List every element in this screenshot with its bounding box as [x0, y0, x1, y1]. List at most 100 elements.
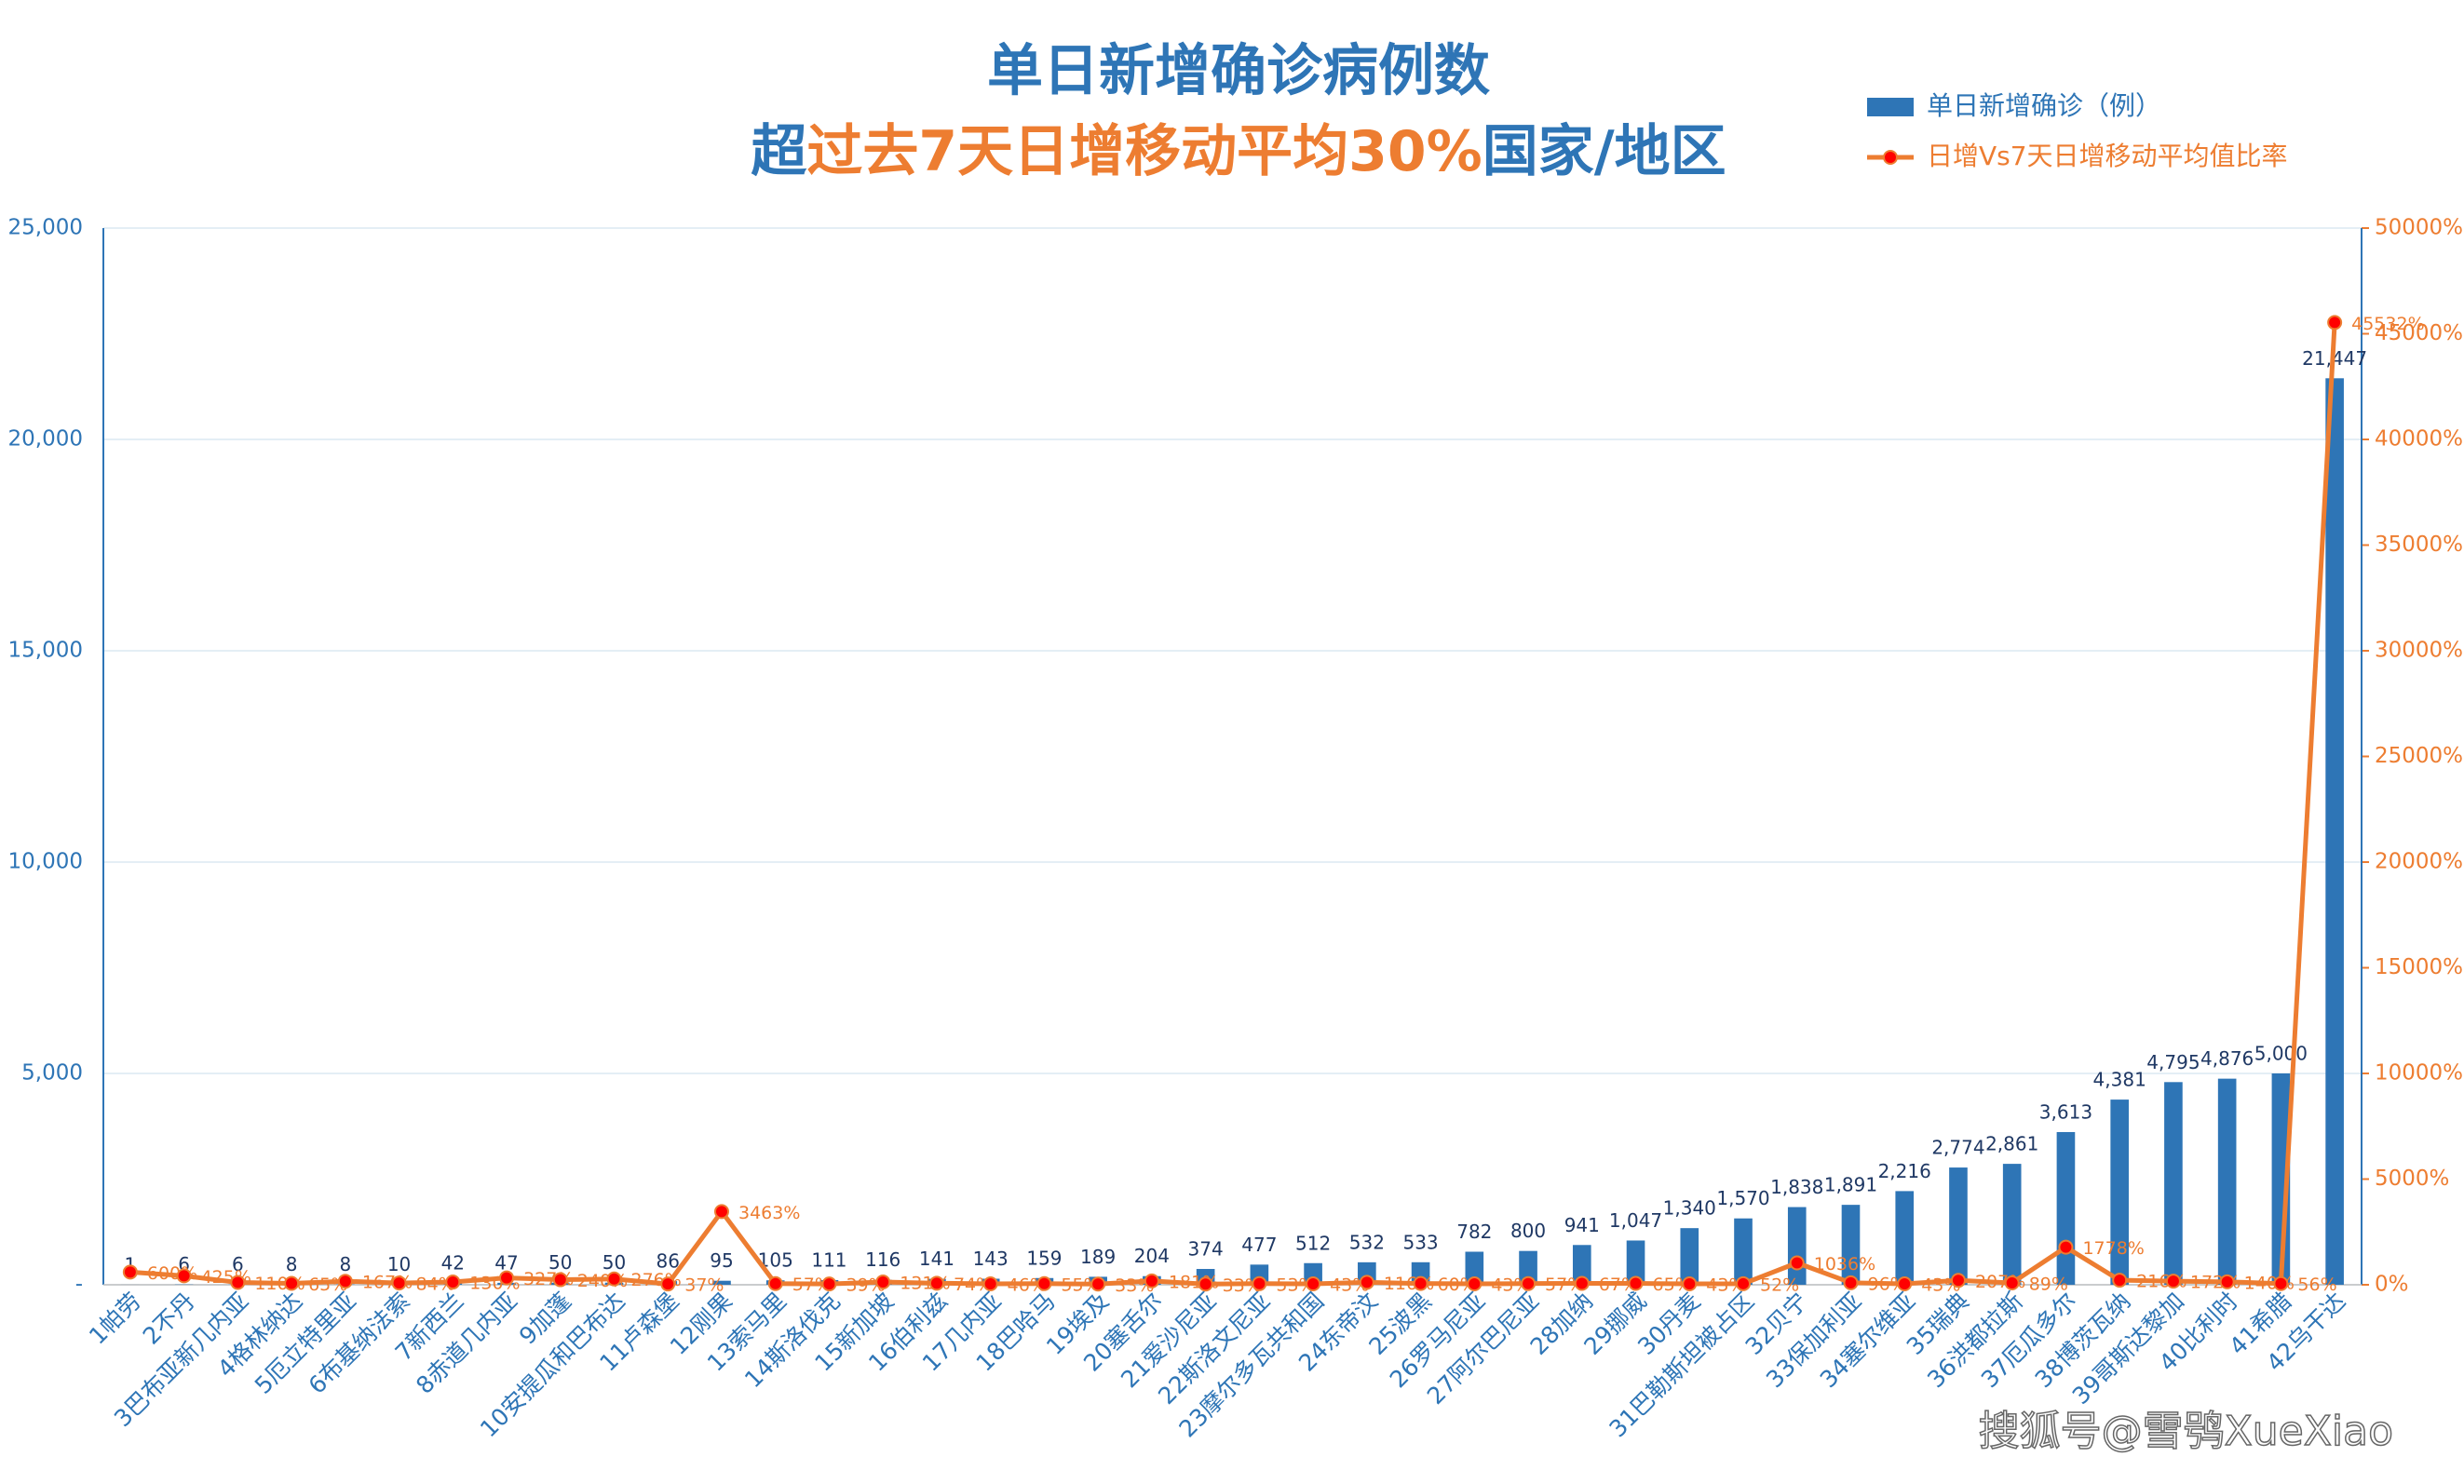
y2-tick-label: 45000%: [2375, 321, 2463, 345]
y2-tick-label: 15000%: [2375, 955, 2463, 979]
line-marker: [875, 1275, 891, 1290]
line-marker: [2112, 1273, 2128, 1288]
line-marker: [606, 1271, 622, 1287]
y-tick-label: 15,000: [8, 639, 83, 663]
line-marker: [2273, 1275, 2289, 1291]
line-marker: [1359, 1275, 1374, 1290]
line-value-label: 57%: [1545, 1275, 1584, 1295]
line-marker: [928, 1275, 944, 1291]
bar: [2164, 1082, 2183, 1285]
bar-value-label: 1,891: [1824, 1174, 1877, 1196]
bar-value-label: 3,613: [2039, 1100, 2092, 1123]
line-marker: [767, 1275, 783, 1291]
y-tick-label: -: [75, 1273, 83, 1297]
line-value-label: 1778%: [2082, 1238, 2144, 1259]
bar: [1895, 1191, 1915, 1285]
line-value-label: 43%: [1491, 1275, 1530, 1296]
line-marker: [660, 1276, 676, 1292]
line-value-label: 39%: [846, 1275, 885, 1296]
bar-value-label: 4,876: [2200, 1047, 2254, 1070]
bar-value-label: 1,340: [1663, 1197, 1716, 1220]
line-value-label: 46%: [1008, 1275, 1047, 1295]
bar-value-label: 2,774: [1931, 1137, 1984, 1159]
line-marker: [499, 1270, 515, 1286]
line-marker: [713, 1204, 729, 1220]
line-marker: [1413, 1275, 1428, 1291]
line-value-label: 33%: [1223, 1275, 1262, 1296]
bar: [2325, 378, 2344, 1285]
bar-value-label: 116: [865, 1248, 900, 1271]
bar-value-label: 800: [1510, 1220, 1546, 1242]
y2-tick-label: 10000%: [2375, 1061, 2463, 1086]
y-tick-label: 5,000: [21, 1061, 83, 1086]
legend-label: 单日新增确诊（例）: [1927, 90, 2161, 121]
legend-marker: [1883, 150, 1898, 165]
bar-value-label: 8: [339, 1253, 351, 1275]
y2-tick-label: 25000%: [2375, 744, 2463, 768]
bar-value-label: 782: [1456, 1221, 1492, 1243]
bar: [1841, 1205, 1861, 1285]
bar-value-label: 5,000: [2254, 1043, 2308, 1065]
y2-tick-label: 30000%: [2375, 639, 2463, 663]
subtitle-part: 过去7天日增移动平均30%: [806, 119, 1482, 184]
line-value-label: 53%: [1276, 1275, 1315, 1295]
bar: [712, 1280, 731, 1285]
y2-tick-label: 5000%: [2375, 1167, 2449, 1191]
bar: [1680, 1228, 1699, 1285]
line-marker: [1306, 1276, 1321, 1292]
bar: [1949, 1167, 1968, 1285]
line-value-label: 33%: [1115, 1275, 1154, 1296]
x-tick-label: 1帕劳: [84, 1288, 146, 1350]
bar: [1519, 1250, 1537, 1285]
line-marker: [122, 1264, 138, 1280]
bar-value-label: 86: [657, 1250, 680, 1273]
chart-subtitle: 超过去7天日增移动平均30%国家/地区: [751, 119, 1726, 184]
line-value-label: 1036%: [1814, 1254, 1875, 1275]
bar: [1626, 1240, 1645, 1285]
y-tick-label: 25,000: [8, 216, 83, 240]
line-marker: [552, 1272, 568, 1288]
y-tick-label: 10,000: [8, 850, 83, 874]
line-marker: [1789, 1255, 1805, 1271]
line-value-label: 65%: [308, 1275, 347, 1295]
bar: [2110, 1100, 2129, 1285]
legend-swatch: [1867, 98, 1914, 116]
y2-tick-label: 50000%: [2375, 216, 2463, 240]
line-marker: [1950, 1273, 1966, 1288]
watermark: 搜狐号@雪鸮XueXiao: [1979, 1408, 2393, 1455]
bar-value-label: 512: [1295, 1232, 1331, 1254]
y2-tick-label: 40000%: [2375, 427, 2463, 452]
line-marker: [1736, 1275, 1752, 1291]
bar-value-label: 111: [811, 1248, 846, 1271]
bar-value-label: 50: [548, 1251, 572, 1274]
bar-value-label: 374: [1188, 1238, 1224, 1261]
bar: [1734, 1218, 1753, 1285]
line-value-label: 57%: [792, 1275, 832, 1295]
y2-tick-label: 0%: [2375, 1273, 2409, 1297]
line-marker: [1682, 1276, 1698, 1292]
line-value-label: 43%: [1330, 1275, 1369, 1296]
bar-value-label: 47: [494, 1251, 518, 1274]
bar: [1465, 1251, 1484, 1285]
bar-value-label: 477: [1241, 1234, 1277, 1256]
line-marker: [1521, 1275, 1537, 1291]
bar-value-label: 10: [387, 1253, 411, 1275]
bar-value-label: 6: [232, 1253, 244, 1275]
legend-label: 日增Vs7天日增移动平均值比率: [1927, 141, 2288, 171]
bar: [2217, 1078, 2237, 1285]
bar: [2002, 1164, 2022, 1285]
bar-value-label: 1,838: [1770, 1176, 1823, 1198]
line-marker: [1467, 1276, 1482, 1292]
line-value-label: 67%: [1599, 1275, 1638, 1295]
line-value-label: 89%: [2029, 1274, 2068, 1294]
bar: [1787, 1207, 1807, 1285]
bar-value-label: 533: [1402, 1231, 1438, 1253]
line-value-label: 52%: [1760, 1275, 1799, 1295]
line-value-label: 37%: [684, 1275, 724, 1296]
line-marker: [176, 1268, 192, 1284]
bar-value-label: 8: [286, 1253, 298, 1275]
bar-value-label: 159: [1026, 1247, 1062, 1269]
line-value-label: 55%: [1061, 1275, 1100, 1295]
line-marker: [337, 1274, 353, 1289]
